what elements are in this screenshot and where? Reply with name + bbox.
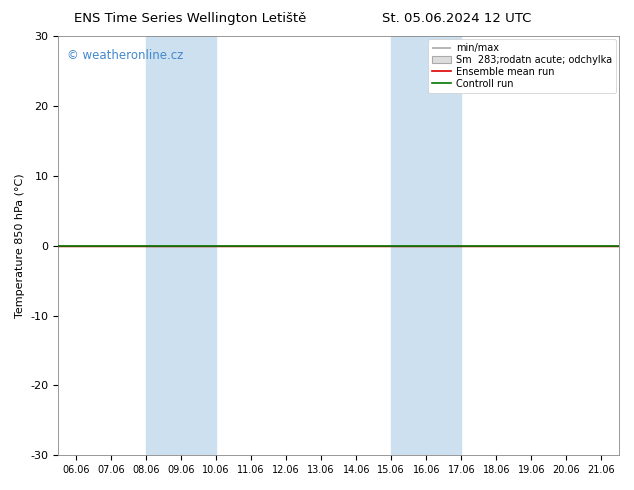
Legend: min/max, Sm  283;rodatn acute; odchylka, Ensemble mean run, Controll run: min/max, Sm 283;rodatn acute; odchylka, …: [428, 39, 616, 93]
Text: St. 05.06.2024 12 UTC: St. 05.06.2024 12 UTC: [382, 12, 531, 25]
Text: ENS Time Series Wellington Letiště: ENS Time Series Wellington Letiště: [74, 12, 306, 25]
Bar: [391, 36, 462, 455]
Bar: [146, 36, 216, 455]
Text: © weatheronline.cz: © weatheronline.cz: [67, 49, 183, 62]
Y-axis label: Temperature 850 hPa (°C): Temperature 850 hPa (°C): [15, 173, 25, 318]
